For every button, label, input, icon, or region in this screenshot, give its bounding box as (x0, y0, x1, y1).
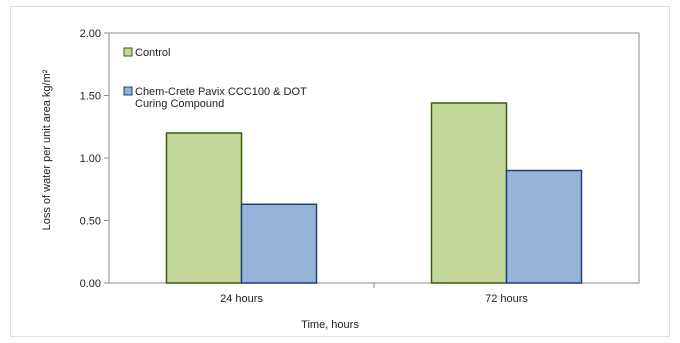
y-tick-label: 2.00 (80, 28, 101, 40)
chart-frame (10, 6, 670, 337)
legend-label: Chem-Crete Pavix CCC100 & DOT (135, 86, 307, 98)
bar-control-72h (430, 102, 508, 284)
x-axis-title: Time, hours (301, 319, 359, 331)
bar-chem-crete-72h (505, 169, 583, 284)
y-tick-label: 0.00 (80, 278, 101, 290)
bar-chem-crete-24h (240, 203, 318, 284)
x-tick-label: 24 hours (220, 293, 263, 305)
legend-label: Curing Compound (135, 98, 224, 110)
bar-control-24h (165, 132, 243, 284)
y-tick-label: 0.50 (80, 216, 101, 228)
legend-swatch (123, 86, 133, 96)
legend-label: Control (135, 47, 170, 59)
legend-swatch (123, 47, 133, 57)
y-axis-title: Loss of water per unit area kg/m² (41, 69, 53, 230)
y-tick-label: 1.50 (80, 91, 101, 103)
x-tick-label: 72 hours (485, 293, 528, 305)
y-tick-label: 1.00 (80, 153, 101, 165)
